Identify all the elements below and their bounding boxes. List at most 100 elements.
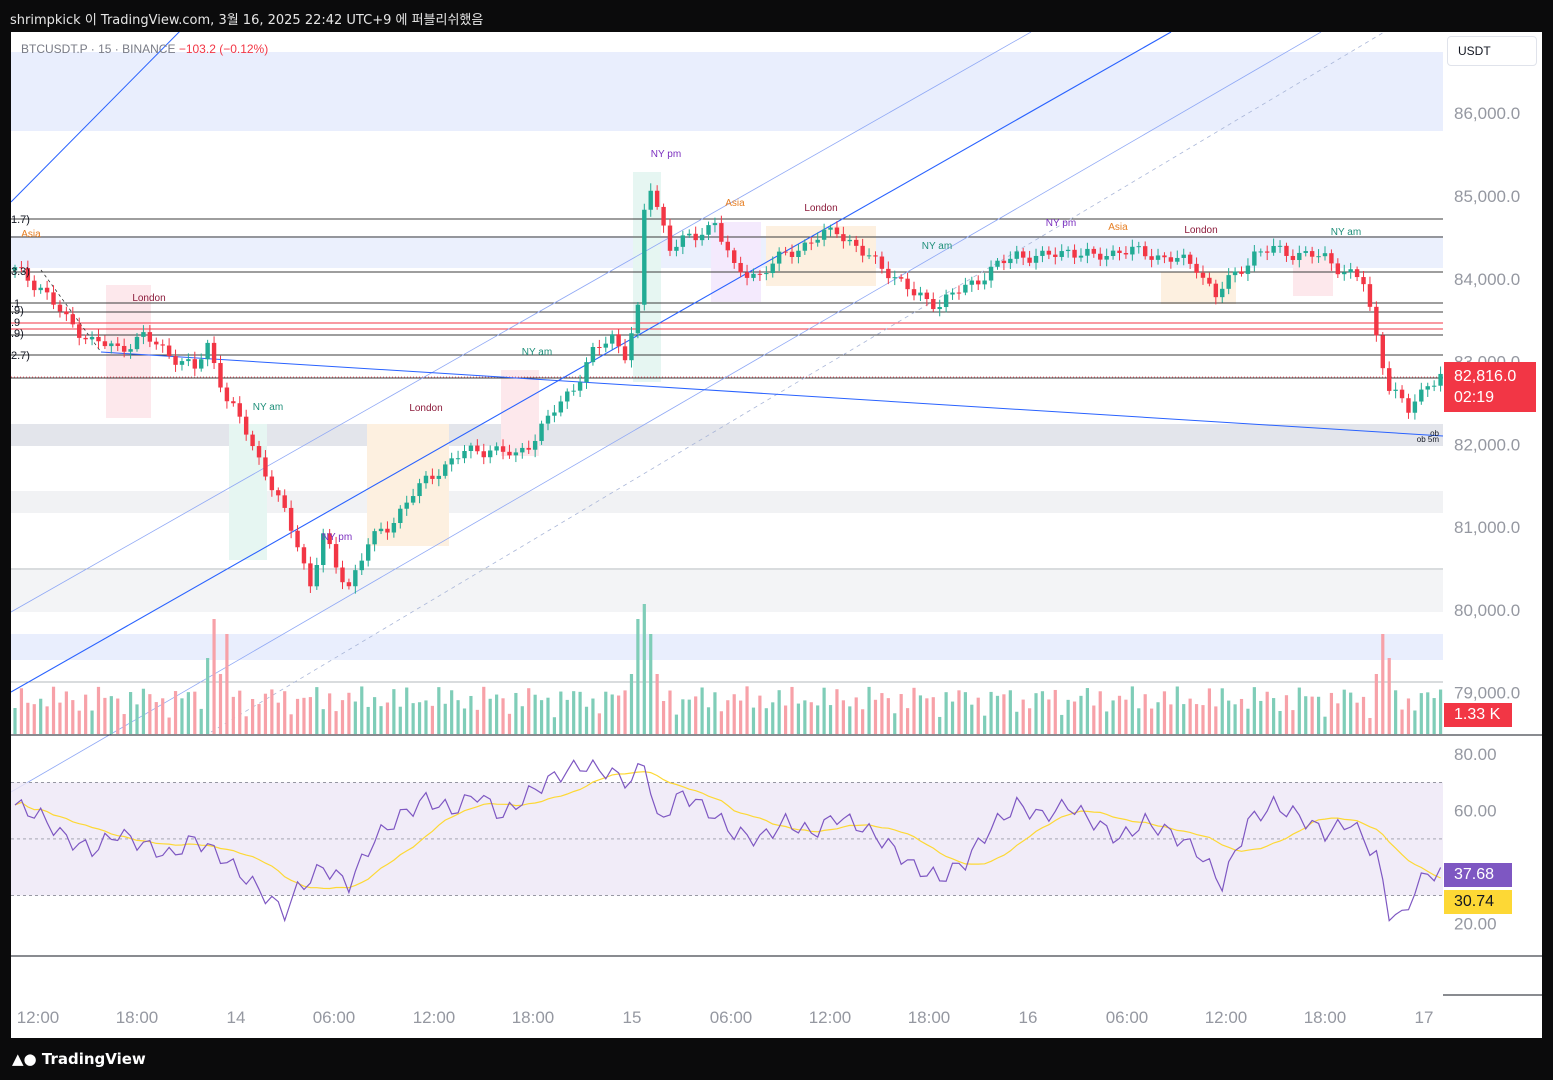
candle <box>1399 389 1405 399</box>
candle <box>1374 306 1379 336</box>
volume-bar <box>1432 698 1436 734</box>
volume-bar <box>257 704 261 734</box>
candle <box>1181 254 1186 258</box>
candle <box>1354 269 1360 278</box>
volume-bar <box>295 698 300 734</box>
volume-bar <box>1201 705 1205 734</box>
volume-bar <box>116 698 120 734</box>
price-tick: 86,000.0 <box>1454 104 1520 123</box>
candle <box>430 475 435 479</box>
candle <box>1130 246 1135 255</box>
volume-bar <box>533 694 537 734</box>
session-label: London <box>132 293 165 304</box>
candle <box>199 359 204 369</box>
ob-label: ob <box>1430 429 1439 438</box>
volume-bar <box>161 698 165 734</box>
volume-bar <box>19 688 24 734</box>
candle <box>545 415 551 424</box>
volume-bar <box>302 697 306 734</box>
session-label: London <box>804 203 837 214</box>
candle <box>1431 385 1437 387</box>
candle <box>815 239 820 243</box>
volume-bar <box>1355 702 1359 734</box>
volume-bar <box>199 708 203 734</box>
volume-bar <box>482 686 486 734</box>
session-box <box>367 424 449 546</box>
volume-bar <box>1252 687 1256 734</box>
volume-bar <box>835 689 839 734</box>
volume-bar <box>572 691 576 734</box>
volume-bar <box>552 717 557 734</box>
volume-bar <box>1438 689 1443 734</box>
volume-bar <box>71 700 75 734</box>
candle <box>1091 248 1097 254</box>
volume-bar <box>777 690 781 734</box>
volume-bar <box>764 708 768 734</box>
candle <box>462 451 467 459</box>
candle <box>770 263 775 274</box>
volume-bar <box>392 689 396 734</box>
price-tick: 84,000.0 <box>1454 270 1520 289</box>
candle <box>475 445 480 452</box>
footer-bar: ▲● TradingView <box>0 1038 1553 1080</box>
candle <box>89 336 95 340</box>
volume-bar <box>629 674 634 734</box>
candle <box>128 349 133 352</box>
volume-bar <box>546 697 550 734</box>
candle <box>417 483 422 497</box>
volume-bar <box>745 686 749 734</box>
brand-name: TradingView <box>41 1050 146 1068</box>
candle <box>1290 255 1296 261</box>
volume-bar <box>739 700 743 734</box>
fib-edge-label: 2.7) <box>11 350 30 362</box>
volume-bar <box>1156 702 1160 734</box>
volume-bar <box>1278 711 1282 734</box>
ob-zone <box>11 424 1443 446</box>
candle <box>1065 249 1071 252</box>
session-label: NY am <box>1331 227 1361 238</box>
candle <box>943 294 949 308</box>
volume-bar <box>1304 696 1308 734</box>
volume-bar <box>803 700 807 734</box>
volume-bar <box>128 692 133 734</box>
candle <box>821 229 827 240</box>
volume-bar <box>1419 693 1423 734</box>
candle <box>1104 256 1109 260</box>
candle <box>449 458 454 465</box>
candle <box>333 544 339 568</box>
volume-bar <box>212 619 216 734</box>
volume-bar <box>462 708 467 734</box>
candle <box>1387 368 1392 391</box>
candle <box>674 246 679 251</box>
chart-frame[interactable]: Asia London NY am NY pm London NY am NY pm Asia… <box>11 32 1542 1038</box>
candle <box>911 289 917 296</box>
time-tick: 06:00 <box>710 1008 753 1027</box>
candle <box>353 570 358 587</box>
volume-bar <box>1265 691 1269 734</box>
time-tick: 17 <box>1415 1008 1434 1027</box>
candle <box>866 255 872 257</box>
volume-bar <box>899 694 903 734</box>
currency-selector[interactable]: USDT <box>1447 36 1537 66</box>
volume-bar <box>405 687 409 734</box>
volume-bar <box>617 695 621 734</box>
volume-bar <box>270 689 274 734</box>
volume-bar <box>1028 708 1032 734</box>
volume-bar <box>822 687 826 734</box>
candle <box>1110 250 1116 257</box>
volume-bar <box>591 698 595 734</box>
volume-bar <box>347 692 351 734</box>
channel-lower <box>11 32 1322 793</box>
session-label: NY pm <box>651 149 681 160</box>
volume-bar <box>938 716 942 734</box>
candle <box>1194 263 1199 273</box>
chart-canvas[interactable]: Asia London NY am NY pm London NY am NY pm Asia… <box>11 32 1542 1038</box>
candle <box>192 359 198 369</box>
volume-bar <box>1413 710 1417 734</box>
candle <box>1277 245 1283 247</box>
candle <box>218 363 223 388</box>
grey-zone-2 <box>11 570 1443 612</box>
volume-bar <box>411 703 415 734</box>
volume-bar <box>989 691 993 734</box>
tradingview-logo[interactable]: ▲● TradingView <box>12 1050 146 1068</box>
